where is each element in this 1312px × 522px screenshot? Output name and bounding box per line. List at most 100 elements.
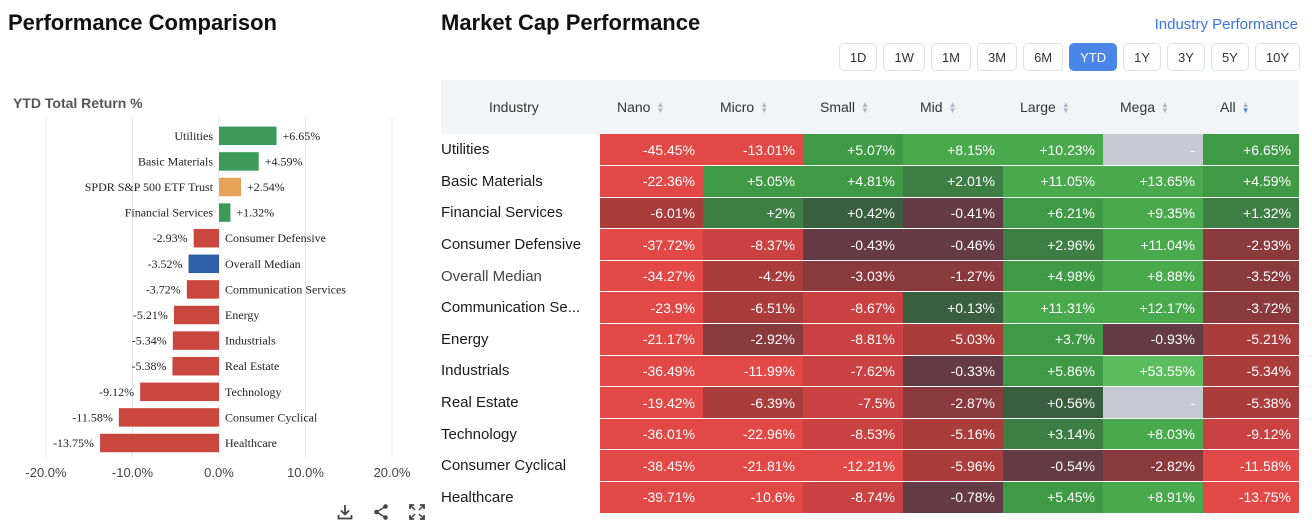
return-cell: -11.99%: [703, 355, 803, 388]
sort-icon[interactable]: ▲ ▼: [656, 100, 665, 116]
sort-icon[interactable]: ▲ ▼: [1241, 100, 1250, 116]
sort-icon[interactable]: ▲ ▼: [760, 100, 769, 116]
industry-name-cell[interactable]: Consumer Defensive: [441, 228, 600, 261]
table-row[interactable]: Financial Services -6.01% +2% +0.42% -0.41% +…: [441, 197, 1299, 230]
return-cell: -22.96%: [703, 418, 803, 451]
industry-name-cell[interactable]: Energy: [441, 323, 600, 356]
fullscreen-icon[interactable]: [408, 503, 426, 521]
industry-name-cell[interactable]: Technology: [441, 418, 600, 451]
period-button-1d[interactable]: 1D: [838, 43, 878, 71]
x-tick-label: -20.0%: [25, 465, 67, 480]
return-cell: +8.15%: [903, 134, 1003, 167]
return-cell: -9.12%: [1203, 418, 1299, 451]
left-panel-title: Performance Comparison: [8, 10, 277, 35]
x-tick-label: 0.0%: [204, 465, 234, 480]
return-cell: +3.14%: [1003, 418, 1103, 451]
return-cell: +0.56%: [1003, 386, 1103, 419]
return-cell: +10.23%: [1003, 134, 1103, 167]
table-row[interactable]: Industrials -36.49% -11.99% -7.62% -0.33% +5.…: [441, 355, 1299, 388]
return-cell: -23.9%: [600, 291, 703, 325]
table-row[interactable]: Consumer Defensive -37.72% -8.37% -0.43% -0.…: [441, 228, 1299, 261]
industry-name-cell[interactable]: Utilities: [441, 134, 600, 167]
category-label: Financial Services: [125, 206, 214, 220]
period-selector: 1D 1W 1M 3M 6M YTD 1Y 3Y 5Y 10Y: [838, 43, 1300, 71]
return-cell: -36.49%: [600, 355, 703, 388]
industry-performance-link[interactable]: Industry Performance: [1154, 16, 1298, 33]
table-row[interactable]: Real Estate -19.42% -6.39% -7.5% -2.87% +0.56…: [441, 386, 1299, 419]
industry-name-cell[interactable]: Real Estate: [441, 386, 600, 419]
table-row[interactable]: Consumer Cyclical -38.45% -21.81% -12.21% -5…: [441, 449, 1299, 483]
return-cell: -38.45%: [600, 449, 703, 483]
period-button-1m[interactable]: 1M: [930, 43, 972, 71]
return-cell: +1.32%: [1203, 197, 1299, 230]
bar-value-label: -13.75%: [53, 436, 94, 450]
table-row[interactable]: Communication Se... -23.9% -6.51% -8.67% +0.…: [441, 291, 1299, 325]
period-button-1y[interactable]: 1Y: [1123, 43, 1162, 71]
category-label: Industrials: [225, 334, 276, 348]
bar: [172, 331, 219, 350]
period-button-ytd[interactable]: YTD: [1069, 43, 1118, 71]
return-cell: +11.05%: [1003, 165, 1103, 198]
return-cell: -: [1103, 386, 1203, 419]
return-cell: +2.96%: [1003, 228, 1103, 261]
share-icon[interactable]: [372, 503, 390, 521]
sort-icon[interactable]: ▲ ▼: [948, 100, 957, 116]
return-cell: -8.74%: [803, 481, 903, 514]
table-row[interactable]: Overall Median -34.27% -4.2% -3.03% -1.27% +4…: [441, 260, 1299, 293]
table-row[interactable]: Energy -21.17% -2.92% -8.81% -5.03% +3.7% -0.9…: [441, 323, 1299, 356]
return-cell: +11.31%: [1003, 291, 1103, 325]
return-cell: -5.96%: [903, 449, 1003, 483]
sort-icon[interactable]: ▲ ▼: [1161, 100, 1169, 116]
return-cell: -39.71%: [600, 481, 703, 514]
bar: [219, 203, 231, 222]
return-cell: -3.72%: [1203, 291, 1299, 325]
return-cell: -1.27%: [903, 260, 1003, 293]
table-row[interactable]: Basic Materials -22.36% +5.05% +4.81% +2.01%…: [441, 165, 1299, 198]
return-cell: +5.45%: [1003, 481, 1103, 514]
industry-name-cell[interactable]: Healthcare: [441, 481, 600, 514]
category-label: SPDR S&P 500 ETF Trust: [85, 180, 214, 194]
sort-icon[interactable]: ▲ ▼: [861, 100, 869, 116]
industry-name-cell[interactable]: Overall Median: [441, 260, 600, 293]
return-cell: -2.92%: [703, 323, 803, 356]
bar-value-label: -9.12%: [99, 385, 134, 399]
column-header-small[interactable]: Small ▲ ▼: [820, 99, 869, 116]
period-button-10y[interactable]: 10Y: [1254, 43, 1300, 71]
period-button-6m[interactable]: 6M: [1023, 43, 1064, 71]
bar-value-label: -3.52%: [148, 257, 183, 271]
industry-name-cell[interactable]: Consumer Cyclical: [441, 449, 600, 483]
table-row[interactable]: Healthcare -39.71% -10.6% -8.74% -0.78% +5.45…: [441, 481, 1299, 514]
return-cell: -5.16%: [903, 418, 1003, 451]
bar: [186, 280, 219, 299]
column-header-all[interactable]: All ▲ ▼: [1220, 99, 1250, 116]
table-header-row: Industry Nano ▲ ▼ Micro ▲ ▼ Small ▲ ▼ Mid ▲ ▼ Large ▲ ▼…: [441, 80, 1299, 134]
sort-icon[interactable]: ▲ ▼: [1061, 100, 1070, 116]
period-button-5y[interactable]: 5Y: [1210, 43, 1249, 71]
category-label: Energy: [225, 308, 259, 322]
column-header-mid[interactable]: Mid ▲ ▼: [920, 99, 957, 116]
bar: [193, 228, 219, 248]
period-button-3y[interactable]: 3Y: [1167, 43, 1205, 71]
return-cell: +13.65%: [1103, 165, 1203, 198]
right-panel-title: Market Cap Performance: [441, 10, 701, 35]
column-header-large[interactable]: Large ▲ ▼: [1020, 99, 1070, 116]
period-button-3m[interactable]: 3M: [977, 43, 1018, 71]
return-cell: -13.75%: [1203, 481, 1299, 514]
table-row[interactable]: Technology -36.01% -22.96% -8.53% -5.16% +3.1…: [441, 418, 1299, 451]
industry-name-cell[interactable]: Communication Se...: [441, 291, 600, 325]
table-row[interactable]: Utilities -45.45% -13.01% +5.07% +8.15% +10.2…: [441, 134, 1299, 167]
return-cell: +8.91%: [1103, 481, 1203, 514]
column-header-micro[interactable]: Micro ▲ ▼: [720, 99, 769, 116]
return-cell: -5.03%: [903, 323, 1003, 356]
bar-value-label: -5.34%: [132, 334, 167, 348]
return-cell: -34.27%: [600, 260, 703, 293]
column-header-mega[interactable]: Mega ▲ ▼: [1120, 99, 1169, 116]
download-icon[interactable]: [336, 503, 354, 521]
industry-name-cell[interactable]: Industrials: [441, 355, 600, 388]
bar-value-label: -3.72%: [146, 282, 181, 296]
return-cell: -5.34%: [1203, 355, 1299, 388]
column-header-nano[interactable]: Nano ▲ ▼: [617, 99, 665, 116]
industry-name-cell[interactable]: Financial Services: [441, 197, 600, 230]
industry-name-cell[interactable]: Basic Materials: [441, 165, 600, 198]
period-button-1w[interactable]: 1W: [883, 43, 925, 71]
